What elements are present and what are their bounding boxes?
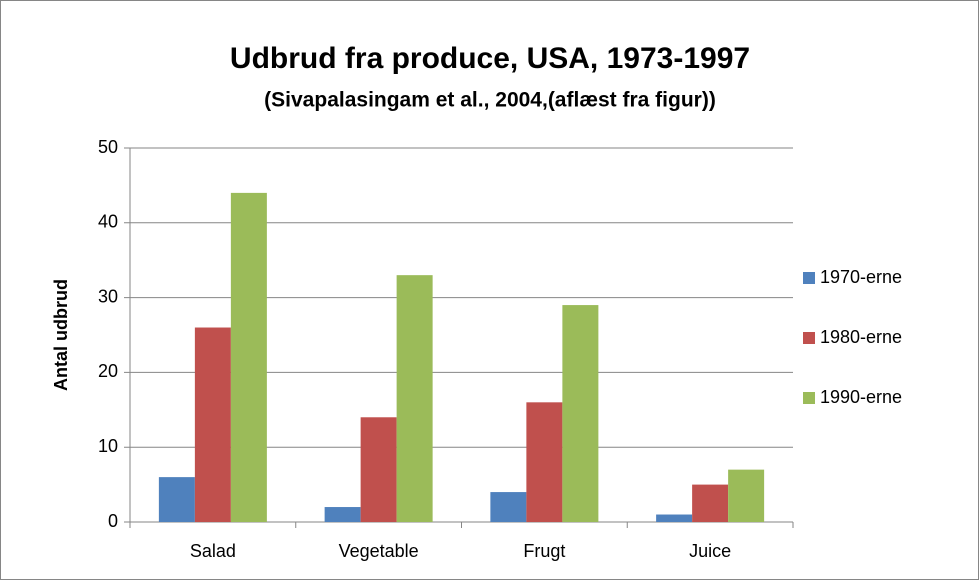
y-tick-label: 30 [98,286,118,306]
legend-label: 1980-erne [820,327,902,347]
legend-label: 1970-erne [820,267,902,287]
bar [230,192,267,522]
x-tick-label: Salad [190,541,236,561]
x-tick-label: Vegetable [339,541,419,561]
bar [728,469,765,522]
bar [360,417,397,522]
x-tick-label: Frugt [523,541,565,561]
bar [158,477,195,522]
y-tick-label: 40 [98,212,118,232]
bar [526,402,563,522]
chart-subtitle: (Sivapalasingam et al., 2004,(aflæst fra… [264,89,716,112]
bar [692,484,729,522]
y-tick-label: 50 [98,137,118,157]
bar [562,305,599,522]
y-tick-label: 20 [98,361,118,381]
legend-swatch [803,272,815,284]
bar [324,507,361,522]
bar [490,492,527,522]
legend-swatch [803,392,815,404]
legend-label: 1990-erne [820,387,902,407]
chart-title: Udbrud fra produce, USA, 1973-1997 [230,42,750,75]
y-tick-label: 10 [98,436,118,456]
bar [396,275,433,522]
x-tick-label: Juice [689,541,731,561]
bar [194,327,231,522]
legend-swatch [803,332,815,344]
y-axis-label: Antal udbrud [51,279,71,391]
y-tick-label: 0 [108,511,118,531]
bar [656,514,693,522]
